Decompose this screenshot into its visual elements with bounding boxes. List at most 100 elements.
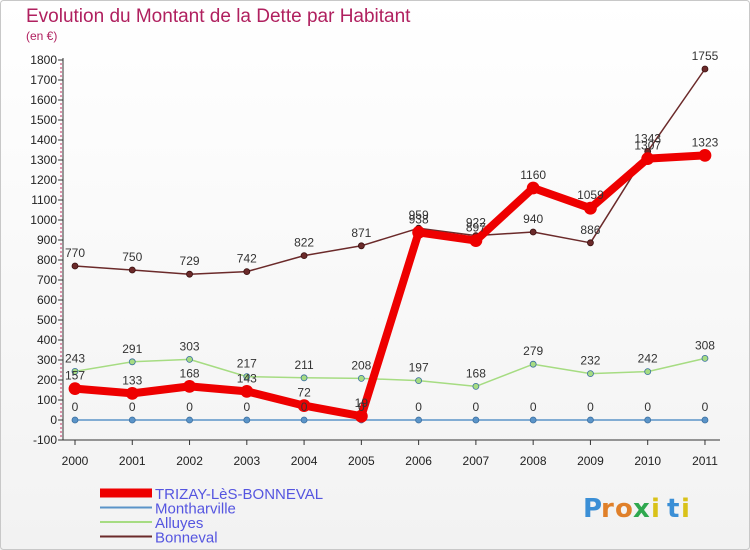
data-point <box>644 416 652 424</box>
y-tick-label: 500 <box>37 313 57 327</box>
series-layer <box>68 65 712 424</box>
data-label: 750 <box>122 250 142 264</box>
chart-subtitle: (en €) <box>26 29 57 43</box>
data-label: 243 <box>65 351 85 365</box>
data-label: 1160 <box>520 168 546 182</box>
data-label: 0 <box>644 400 651 414</box>
data-label: 211 <box>295 358 314 372</box>
y-tick-label: 1800 <box>30 53 57 67</box>
logo-letter: o <box>615 494 633 524</box>
data-point <box>300 252 308 260</box>
y-tick-label: 1100 <box>31 193 57 207</box>
data-label: 0 <box>72 400 79 414</box>
data-point <box>183 379 196 393</box>
y-tick-label: -100 <box>33 433 57 447</box>
data-label: 1323 <box>692 135 719 149</box>
series-line <box>74 68 706 275</box>
data-label: 0 <box>243 400 250 414</box>
legend: TRIZAY-LèS-BONNEVALMontharvilleAlluyesBo… <box>100 486 323 547</box>
data-point <box>472 416 480 424</box>
data-point <box>587 370 594 378</box>
data-label: 303 <box>180 339 200 353</box>
data-point <box>243 416 251 424</box>
data-point <box>415 377 423 385</box>
data-label: 940 <box>523 212 543 226</box>
data-point <box>128 266 136 274</box>
series-line <box>74 357 706 388</box>
data-point <box>644 368 652 376</box>
data-label: 242 <box>638 352 658 366</box>
data-labels: 157 133 168 143 72 19 938 897 1160 1059 1307 1323 0 0… <box>65 49 719 414</box>
chart-title: Evolution du Montant de la Dette par Hab… <box>26 6 411 27</box>
logo-letter: i <box>681 494 690 524</box>
data-label: 133 <box>122 373 142 387</box>
data-label: 1307 <box>634 139 661 153</box>
data-point <box>240 384 254 398</box>
data-point <box>243 268 251 276</box>
y-tick-label: 1200 <box>30 173 57 187</box>
data-label: 208 <box>351 358 371 372</box>
data-label: 0 <box>301 400 308 414</box>
legend-label: Montharville <box>155 501 236 518</box>
data-label: 143 <box>237 371 257 385</box>
logo-letter: r <box>601 494 614 524</box>
data-label: 157 <box>65 369 85 383</box>
data-point <box>128 358 136 366</box>
data-point <box>186 270 193 278</box>
data-label: 19 <box>355 396 369 410</box>
data-label: 0 <box>186 400 193 414</box>
data-label: 217 <box>237 357 257 371</box>
data-point <box>243 373 251 381</box>
data-label: 1343 <box>634 131 661 145</box>
data-label: 0 <box>530 400 537 414</box>
data-label: 1059 <box>577 188 604 202</box>
data-point <box>701 416 709 424</box>
x-tick-label: 2002 <box>176 454 203 468</box>
data-label: 938 <box>409 212 429 226</box>
y-tick-label: 0 <box>50 413 57 427</box>
data-point <box>701 65 709 73</box>
data-label: 1755 <box>692 49 719 63</box>
data-label: 308 <box>695 338 715 352</box>
logo-letter: i <box>651 494 660 524</box>
y-tick-label: 700 <box>37 273 57 287</box>
data-point <box>412 225 426 239</box>
y-tick-label: 300 <box>37 353 57 367</box>
data-label: 742 <box>237 252 257 266</box>
x-tick-label: 2000 <box>62 454 89 468</box>
data-point <box>125 386 139 400</box>
data-label: 886 <box>580 223 600 237</box>
x-tick-label: 2001 <box>119 454 146 468</box>
data-label: 0 <box>415 400 422 414</box>
data-label: 770 <box>65 246 85 260</box>
data-label: 197 <box>409 361 429 375</box>
data-point <box>357 374 365 382</box>
proxiti-logo: Pr o x i t i <box>583 494 690 524</box>
data-point <box>529 228 537 236</box>
data-label: 279 <box>523 344 543 358</box>
x-tick-label: 2004 <box>291 454 318 468</box>
legend-label: TRIZAY-LèS-BONNEVAL <box>155 486 323 503</box>
data-point <box>584 201 597 215</box>
data-point <box>698 148 712 162</box>
logo-letter: P <box>583 494 602 524</box>
data-label: 0 <box>129 400 136 414</box>
data-point <box>587 416 594 424</box>
y-tick-label: 1000 <box>30 213 57 227</box>
x-tick-label: 2006 <box>405 454 432 468</box>
data-label: 72 <box>297 386 311 400</box>
data-label: 897 <box>466 221 486 235</box>
data-label: 729 <box>180 254 200 268</box>
y-tick-label: 1700 <box>30 73 57 87</box>
axes: -100010020030040050060070080090010001100… <box>30 53 720 468</box>
data-label: 232 <box>580 354 600 368</box>
data-label: 168 <box>180 366 200 380</box>
x-tick-label: 2005 <box>348 454 375 468</box>
legend-label: Bonneval <box>155 530 218 547</box>
data-point <box>186 416 193 424</box>
data-point <box>357 242 365 250</box>
y-tick-label: 800 <box>37 253 57 267</box>
